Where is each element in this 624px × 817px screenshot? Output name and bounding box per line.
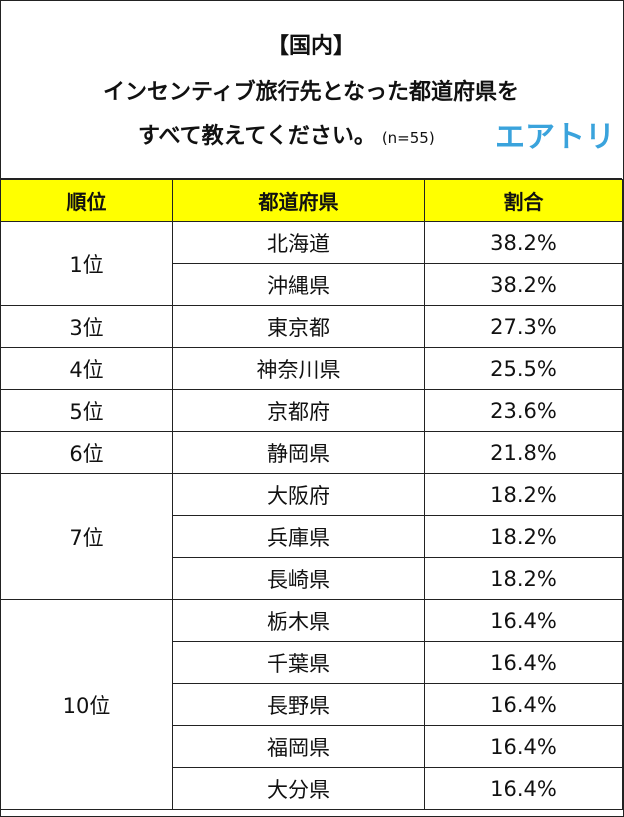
table-header-row: 順位 都道府県 割合: [0, 179, 623, 222]
prefecture-cell: 福岡県: [172, 725, 425, 768]
title-line-2: インセンティブ旅行先となった都道府県を: [102, 80, 520, 105]
percentage-cell: 18.2%: [424, 473, 623, 516]
table-row: 福岡県 16.4%: [1, 725, 623, 768]
rank-cell: 6位: [0, 431, 173, 474]
airtrip-logo: エアトリ: [495, 120, 615, 155]
table-row: 4位 神奈川県 25.5%: [0, 347, 623, 390]
percentage-cell: 16.4%: [424, 683, 623, 726]
prefecture-cell: 大分県: [172, 767, 425, 810]
sample-size: (n=55): [381, 129, 435, 147]
percentage-cell: 16.4%: [424, 767, 623, 810]
title-line-3: すべて教えてください。 (n=55): [138, 118, 435, 150]
prefecture-cell: 静岡県: [172, 431, 425, 474]
percentage-cell: 18.2%: [424, 557, 623, 600]
title-line-1: 【国内】: [266, 34, 355, 59]
prefecture-cell: 千葉県: [172, 641, 425, 684]
prefecture-cell: 大阪府: [172, 473, 425, 516]
table-row: 兵庫県 18.2%: [1, 515, 623, 558]
rank-cell: 5位: [0, 389, 173, 432]
header-rank: 順位: [0, 179, 173, 222]
header-prefecture: 都道府県: [172, 179, 425, 222]
prefecture-cell: 沖縄県: [172, 263, 425, 306]
percentage-cell: 25.5%: [424, 347, 623, 390]
table-row: 6位 静岡県 21.8%: [0, 431, 623, 474]
ranking-table: 順位 都道府県 割合 1位 北海道 38.2% 沖縄県 38.2% 3位 東京都 27.3% 4…: [0, 179, 623, 810]
percentage-cell: 16.4%: [424, 641, 623, 684]
percentage-cell: 18.2%: [424, 515, 623, 558]
table-row: 沖縄県 38.2%: [1, 263, 623, 306]
percentage-cell: 27.3%: [424, 305, 623, 348]
prefecture-cell: 神奈川県: [172, 347, 425, 390]
table-row: 7位 大阪府 18.2%: [0, 473, 623, 600]
prefecture-cell: 兵庫県: [172, 515, 425, 558]
table-row: 1位 北海道 38.2%: [0, 221, 623, 306]
table-row: 10位 栃木県 16.4%: [0, 599, 623, 810]
prefecture-cell: 栃木県: [172, 599, 425, 642]
percentage-cell: 16.4%: [424, 599, 623, 642]
prefecture-cell: 長崎県: [172, 557, 425, 600]
header-percentage: 割合: [424, 179, 623, 222]
percentage-cell: 23.6%: [424, 389, 623, 432]
title-area: 【国内】 インセンティブ旅行先となった都道府県を すべて教えてください。 (n=5…: [0, 0, 622, 179]
prefecture-cell: 長野県: [172, 683, 425, 726]
prefecture-cell: 京都府: [172, 389, 425, 432]
title-line-3-text: すべて教えてください。: [138, 124, 376, 149]
rank-cell: 1位: [0, 221, 173, 306]
prefecture-cell: 北海道: [172, 221, 425, 264]
table-row: 千葉県 16.4%: [1, 641, 623, 684]
rank-cell: 10位: [0, 599, 173, 810]
rank-cell: 7位: [0, 473, 173, 600]
table-row: 3位 東京都 27.3%: [0, 305, 623, 348]
prefecture-cell: 東京都: [172, 305, 425, 348]
table-row: 5位 京都府 23.6%: [0, 389, 623, 432]
percentage-cell: 21.8%: [424, 431, 623, 474]
rank-cell: 4位: [0, 347, 173, 390]
rank-cell: 3位: [0, 305, 173, 348]
percentage-cell: 38.2%: [424, 221, 623, 264]
table-row: 大分県 16.4%: [1, 767, 623, 810]
table-body: 1位 北海道 38.2% 沖縄県 38.2% 3位 東京都 27.3% 4位 神奈川県 25.5% 5…: [0, 221, 623, 810]
percentage-cell: 38.2%: [424, 263, 623, 306]
percentage-cell: 16.4%: [424, 725, 623, 768]
